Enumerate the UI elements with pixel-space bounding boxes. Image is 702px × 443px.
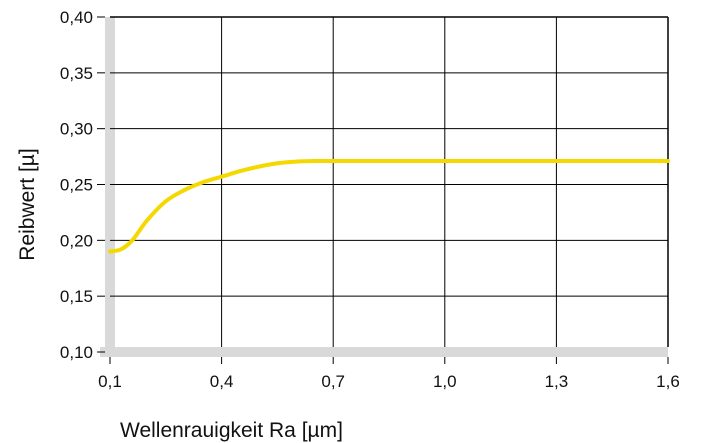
y-tick-label: 0,40 — [60, 8, 93, 27]
x-tick-label: 1,3 — [545, 372, 569, 391]
series-line — [108, 159, 670, 254]
y-axis-title: Reibwert [µ] — [16, 148, 39, 260]
y-tick-labels: 0,10 0,15 0,20 0,25 0,30 0,35 0,40 — [60, 8, 93, 362]
y-tick-label: 0,15 — [60, 287, 93, 306]
y-tick-label: 0,30 — [60, 120, 93, 139]
y-tick-label: 0,20 — [60, 231, 93, 250]
grid — [110, 16, 669, 347]
y-tick-label: 0,25 — [60, 176, 93, 195]
y-tick-label: 0,10 — [60, 343, 93, 362]
x-axis-title: Wellenrauigkeit Ra [µm] — [120, 419, 343, 442]
x-axis-band — [100, 347, 668, 357]
x-tick-labels: 0,1 0,4 0,7 1,0 1,3 1,6 — [98, 372, 680, 391]
y-tick-label: 0,35 — [60, 64, 93, 83]
series — [108, 159, 670, 254]
x-tick-marks — [109, 357, 669, 364]
x-tick-label: 1,0 — [433, 372, 457, 391]
x-tick-label: 0,4 — [210, 372, 234, 391]
x-tick-label: 1,6 — [656, 372, 680, 391]
y-axis-band — [105, 17, 115, 357]
x-tick-label: 0,1 — [98, 372, 122, 391]
x-tick-label: 0,7 — [321, 372, 345, 391]
y-tick-marks — [97, 16, 105, 353]
